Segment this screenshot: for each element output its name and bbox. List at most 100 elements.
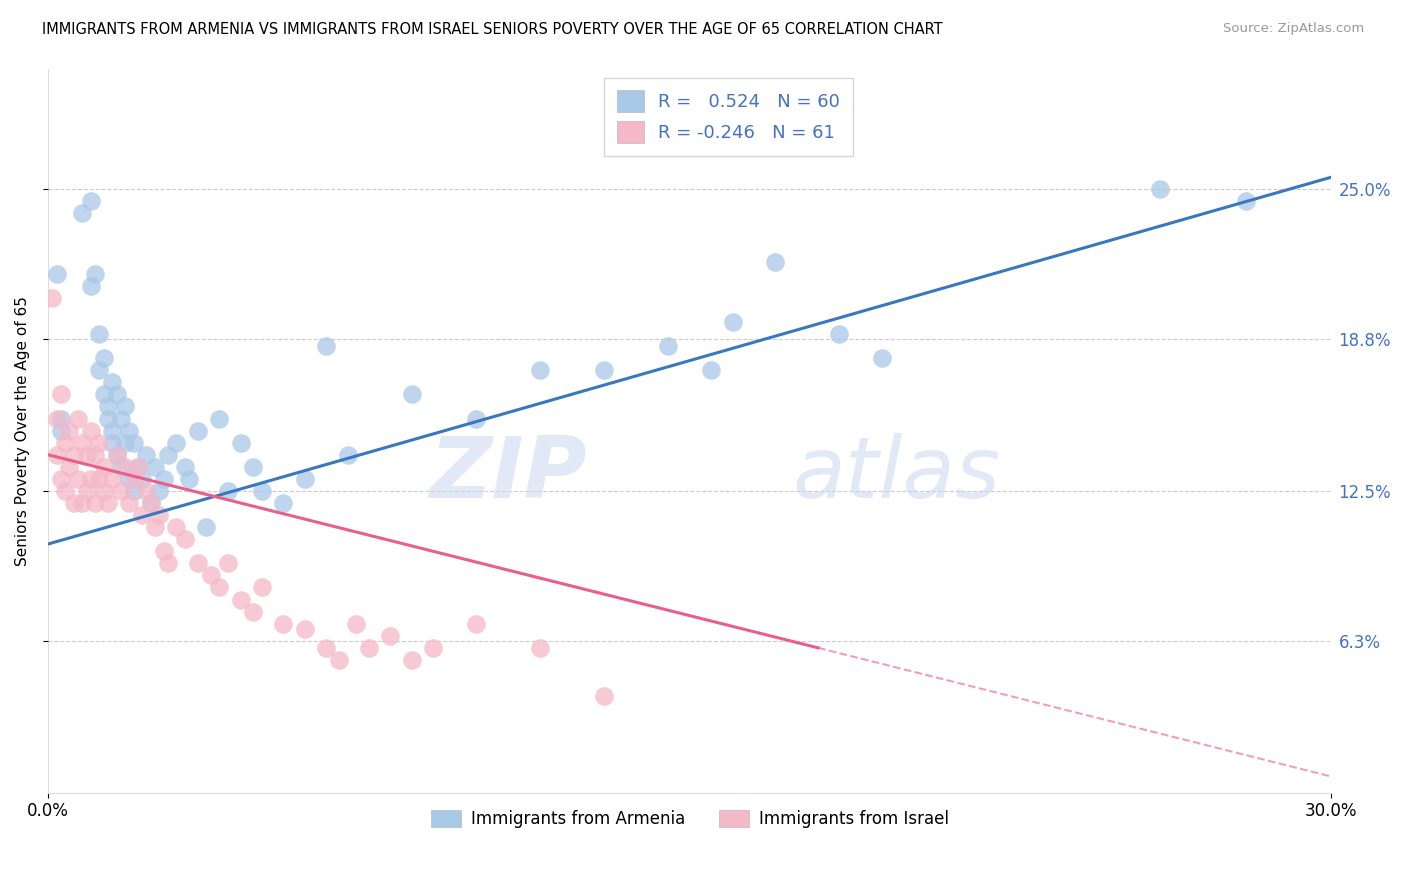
Point xyxy=(93,387,115,401)
Point xyxy=(229,592,252,607)
Point xyxy=(89,326,111,341)
Point xyxy=(165,520,187,534)
Point xyxy=(80,424,103,438)
Point xyxy=(273,496,295,510)
Point xyxy=(114,435,136,450)
Point xyxy=(110,411,132,425)
Point xyxy=(80,194,103,209)
Point xyxy=(105,448,128,462)
Point xyxy=(593,689,616,703)
Point xyxy=(84,267,107,281)
Point xyxy=(122,483,145,498)
Point xyxy=(101,472,124,486)
Point xyxy=(657,339,679,353)
Point xyxy=(174,532,197,546)
Point xyxy=(80,472,103,486)
Point xyxy=(1149,182,1171,196)
Point xyxy=(62,496,84,510)
Point xyxy=(357,640,380,655)
Point xyxy=(105,387,128,401)
Point xyxy=(165,435,187,450)
Point xyxy=(84,496,107,510)
Point xyxy=(148,508,170,522)
Point xyxy=(93,459,115,474)
Point xyxy=(45,448,67,462)
Point xyxy=(208,411,231,425)
Point xyxy=(53,435,76,450)
Point xyxy=(58,459,80,474)
Point xyxy=(131,508,153,522)
Point xyxy=(53,483,76,498)
Point xyxy=(273,616,295,631)
Point xyxy=(93,483,115,498)
Point xyxy=(80,278,103,293)
Point xyxy=(76,448,98,462)
Point xyxy=(143,520,166,534)
Point xyxy=(101,424,124,438)
Point xyxy=(110,483,132,498)
Text: ZIP: ZIP xyxy=(429,433,588,516)
Point xyxy=(700,363,723,377)
Point xyxy=(127,459,149,474)
Point xyxy=(66,472,89,486)
Point xyxy=(195,520,218,534)
Point xyxy=(84,448,107,462)
Point xyxy=(45,267,67,281)
Point xyxy=(122,472,145,486)
Point xyxy=(76,483,98,498)
Point xyxy=(593,363,616,377)
Point xyxy=(229,435,252,450)
Point xyxy=(217,483,239,498)
Point xyxy=(529,363,551,377)
Point xyxy=(66,411,89,425)
Point xyxy=(174,459,197,474)
Point xyxy=(49,472,72,486)
Point xyxy=(72,206,94,220)
Point xyxy=(97,411,120,425)
Text: IMMIGRANTS FROM ARMENIA VS IMMIGRANTS FROM ISRAEL SENIORS POVERTY OVER THE AGE O: IMMIGRANTS FROM ARMENIA VS IMMIGRANTS FR… xyxy=(42,22,943,37)
Point xyxy=(148,483,170,498)
Point xyxy=(131,472,153,486)
Point xyxy=(328,653,350,667)
Point xyxy=(242,605,264,619)
Point xyxy=(422,640,444,655)
Point xyxy=(72,496,94,510)
Point xyxy=(49,424,72,438)
Point xyxy=(49,411,72,425)
Point xyxy=(870,351,893,366)
Point xyxy=(41,291,63,305)
Point xyxy=(156,557,179,571)
Point xyxy=(187,557,209,571)
Point xyxy=(200,568,222,582)
Point xyxy=(89,435,111,450)
Point xyxy=(242,459,264,474)
Point xyxy=(152,472,174,486)
Text: Source: ZipAtlas.com: Source: ZipAtlas.com xyxy=(1223,22,1364,36)
Point xyxy=(294,622,316,636)
Point xyxy=(97,496,120,510)
Point xyxy=(401,653,423,667)
Point xyxy=(127,459,149,474)
Point xyxy=(101,376,124,390)
Point xyxy=(208,581,231,595)
Point xyxy=(49,387,72,401)
Point xyxy=(464,616,486,631)
Point xyxy=(143,459,166,474)
Point xyxy=(294,472,316,486)
Point xyxy=(118,496,141,510)
Point xyxy=(101,435,124,450)
Point xyxy=(58,424,80,438)
Point xyxy=(721,315,744,329)
Point xyxy=(89,472,111,486)
Point xyxy=(250,581,273,595)
Point xyxy=(401,387,423,401)
Point xyxy=(1234,194,1257,209)
Point xyxy=(72,435,94,450)
Point xyxy=(179,472,201,486)
Point xyxy=(139,496,162,510)
Point xyxy=(122,435,145,450)
Point xyxy=(315,339,337,353)
Point xyxy=(336,448,359,462)
Point xyxy=(45,411,67,425)
Point xyxy=(118,472,141,486)
